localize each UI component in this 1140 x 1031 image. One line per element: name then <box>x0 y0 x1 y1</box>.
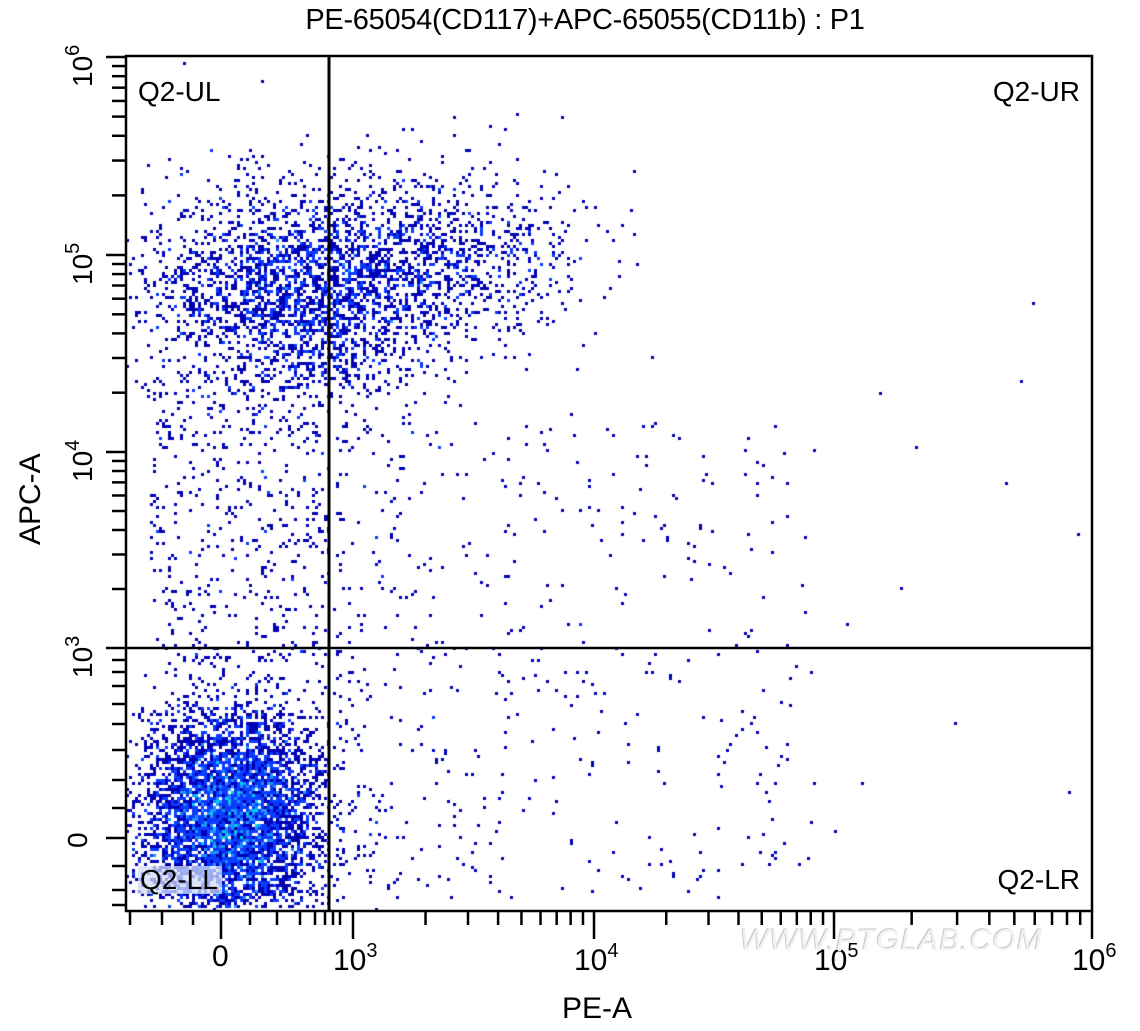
quadrant-label-ll: Q2-LL <box>138 866 222 894</box>
x-axis-label: PE-A <box>562 992 633 1025</box>
y-tick-label: 106 <box>62 44 98 87</box>
y-tick-label: 0 <box>62 832 93 848</box>
plot-frame <box>124 54 1094 913</box>
x-tick-label: 103 <box>333 940 378 977</box>
y-tick-label: 103 <box>62 635 98 678</box>
quadrant-label-ur: Q2-UR <box>992 76 1080 107</box>
y-tick-label: 105 <box>62 242 98 285</box>
x-tick-label: 106 <box>1072 940 1117 977</box>
x-tick-label: 0 <box>212 940 229 973</box>
x-tick-label: 104 <box>574 940 619 977</box>
y-axis-label: APC-A <box>14 453 47 545</box>
x-tick-label: 105 <box>814 940 859 977</box>
quadrant-label-ul: Q2-UL <box>138 76 221 107</box>
watermark: WWW.PTGLAB.COM <box>740 924 1043 957</box>
y-tick-label: 104 <box>62 439 98 482</box>
quadrant-label-lr: Q2-LR <box>997 864 1080 895</box>
